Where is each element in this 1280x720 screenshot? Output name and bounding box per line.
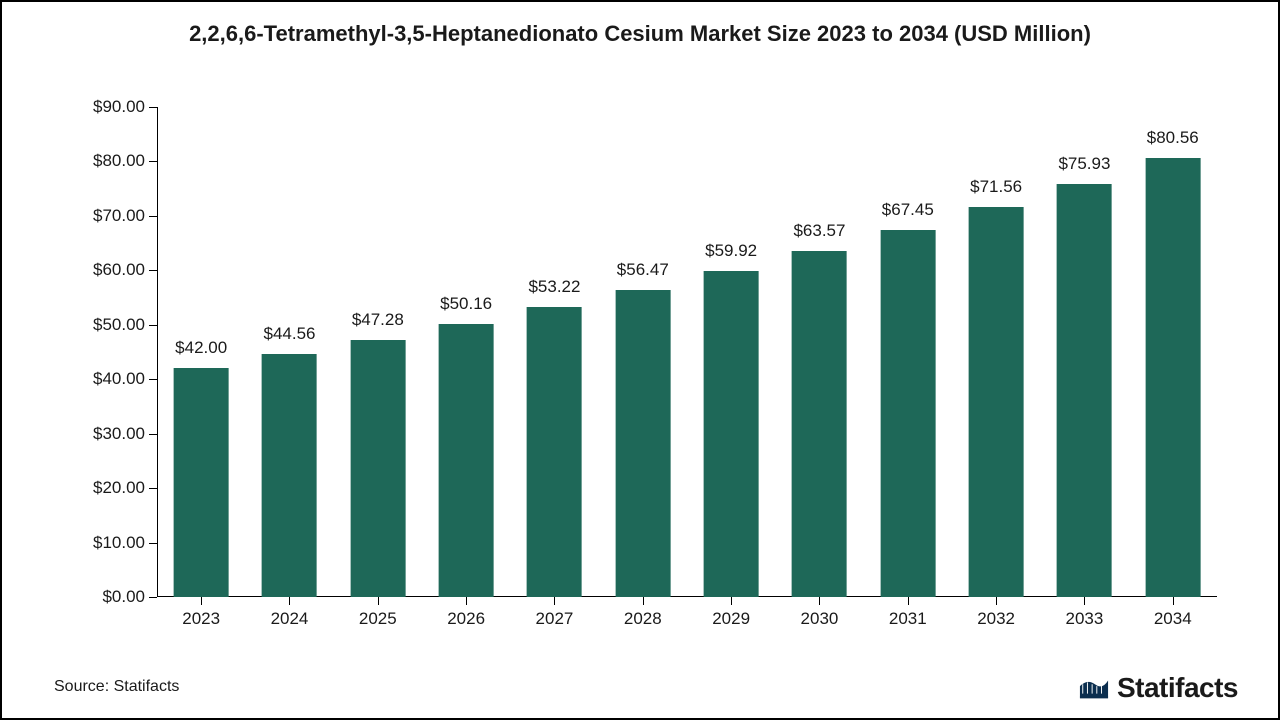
bar — [1145, 158, 1200, 597]
bar-slot: $42.002023 — [157, 107, 245, 597]
chart-frame: 2,2,6,6-Tetramethyl-3,5-Heptanedionato C… — [0, 0, 1280, 720]
bar-value-label: $53.22 — [528, 277, 580, 297]
brand-logo-icon — [1079, 673, 1109, 703]
bar-value-label: $80.56 — [1147, 128, 1199, 148]
bar-slot: $56.472028 — [599, 107, 687, 597]
bar-slot: $75.932033 — [1040, 107, 1128, 597]
bar — [527, 307, 582, 597]
x-tick-label: 2029 — [712, 597, 750, 629]
x-tick-label: 2034 — [1154, 597, 1192, 629]
bar — [792, 251, 847, 597]
bar — [704, 271, 759, 597]
x-tick-label: 2027 — [536, 597, 574, 629]
bar-value-label: $67.45 — [882, 200, 934, 220]
x-tick-label: 2024 — [271, 597, 309, 629]
y-tick-label: $80.00 — [93, 151, 157, 171]
bar — [615, 290, 670, 597]
bar-slot: $80.562034 — [1129, 107, 1217, 597]
y-tick-label: $20.00 — [93, 478, 157, 498]
bar-value-label: $42.00 — [175, 338, 227, 358]
y-tick-label: $40.00 — [93, 369, 157, 389]
x-tick-label: 2032 — [977, 597, 1015, 629]
brand: Statifacts — [1079, 672, 1238, 704]
bar-value-label: $56.47 — [617, 260, 669, 280]
x-tick-label: 2025 — [359, 597, 397, 629]
x-tick-label: 2026 — [447, 597, 485, 629]
x-tick-label: 2023 — [182, 597, 220, 629]
y-tick-label: $30.00 — [93, 424, 157, 444]
y-tick-label: $10.00 — [93, 533, 157, 553]
bar — [880, 230, 935, 597]
bar-slot: $50.162026 — [422, 107, 510, 597]
bar-value-label: $50.16 — [440, 294, 492, 314]
bar — [174, 368, 229, 597]
y-tick-label: $70.00 — [93, 206, 157, 226]
bars-container: $42.002023$44.562024$47.282025$50.162026… — [157, 107, 1217, 597]
plot-area: $0.00$10.00$20.00$30.00$40.00$50.00$60.0… — [157, 107, 1217, 597]
y-tick-label: $50.00 — [93, 315, 157, 335]
x-tick-label: 2031 — [889, 597, 927, 629]
bar — [350, 340, 405, 597]
x-tick-label: 2033 — [1066, 597, 1104, 629]
bar-slot: $47.282025 — [334, 107, 422, 597]
bar — [262, 354, 317, 597]
brand-text: Statifacts — [1117, 672, 1238, 704]
bar — [439, 324, 494, 597]
bar-slot: $67.452031 — [864, 107, 952, 597]
bar-slot: $44.562024 — [245, 107, 333, 597]
bar-value-label: $47.28 — [352, 310, 404, 330]
bar-value-label: $63.57 — [793, 221, 845, 241]
source-text: Source: Statifacts — [54, 678, 179, 696]
x-tick-label: 2028 — [624, 597, 662, 629]
bar-slot: $59.922029 — [687, 107, 775, 597]
bar-value-label: $75.93 — [1058, 154, 1110, 174]
y-tick-label: $0.00 — [102, 587, 157, 607]
bar — [1057, 184, 1112, 597]
bar-value-label: $59.92 — [705, 241, 757, 261]
bar-value-label: $71.56 — [970, 177, 1022, 197]
x-tick-label: 2030 — [801, 597, 839, 629]
bar-slot: $71.562032 — [952, 107, 1040, 597]
bar-slot: $53.222027 — [510, 107, 598, 597]
y-tick-label: $90.00 — [93, 97, 157, 117]
bar-slot: $63.572030 — [775, 107, 863, 597]
y-tick-label: $60.00 — [93, 260, 157, 280]
bar — [969, 207, 1024, 597]
bar-value-label: $44.56 — [263, 324, 315, 344]
chart-title: 2,2,6,6-Tetramethyl-3,5-Heptanedionato C… — [2, 20, 1278, 48]
